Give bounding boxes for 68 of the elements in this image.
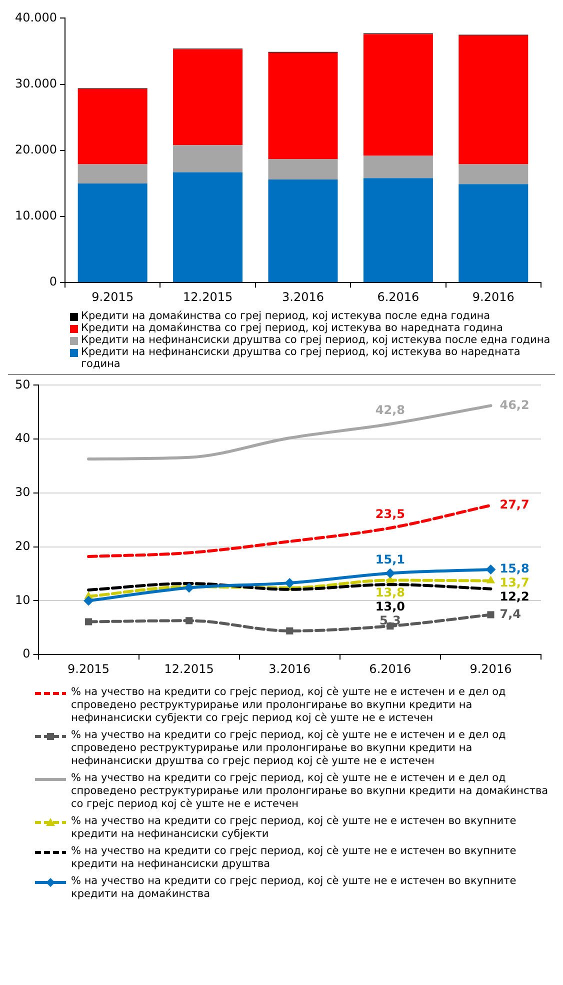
point — [284, 578, 295, 588]
y-tick-label: 0 — [22, 646, 30, 661]
point — [486, 564, 496, 574]
x-tick-label: 9.2016 — [472, 290, 514, 304]
data-label: 15,8 — [500, 562, 530, 576]
y-tick-label: 50 — [14, 377, 30, 392]
y-tick-label: 10 — [14, 592, 30, 607]
y-tick-label: 30 — [14, 485, 30, 500]
bar — [78, 164, 148, 184]
x-tick-label: 6.2016 — [377, 290, 420, 304]
bar — [458, 35, 528, 164]
data-label: 15,1 — [375, 552, 405, 566]
bar — [363, 34, 433, 156]
bar — [173, 145, 243, 172]
line-series — [87, 404, 492, 461]
x-tick-label: 9.2015 — [92, 290, 134, 304]
y-tick-label: 40.000 — [14, 10, 57, 24]
x-tick-label: 3.2016 — [282, 290, 324, 304]
legend-label: % на учество на кредити со грејс период, кој сѐ уште не е истечен во вкупните кредити на нефинансиски друштва — [71, 845, 518, 871]
y-tick-label: 0 — [49, 274, 57, 289]
x-tick-label: 6.2016 — [369, 662, 412, 676]
legend-label: Кредити на нефинансиски друштва со греј период, кој истекува после една година — [81, 334, 550, 346]
bar — [363, 156, 433, 178]
legend-label: % на учество на кредити со грејс период, кој сѐ уште не е истечен и е дел од спроведено реструктурирање или пролонгирање во вкупни кредити на нефинансиски друштва со грејс период кој сѐ уште не е истечен — [71, 729, 507, 768]
point — [184, 582, 194, 593]
legend-label: % на учество на кредити со грејс период, кој сѐ уште не е истечен во вкупните кредити на нефинансиски субјекти — [71, 815, 518, 841]
y-tick-label: 30.000 — [14, 76, 57, 90]
data-label: 23,5 — [375, 507, 405, 522]
point — [186, 617, 193, 624]
x-tick-label: 3.2016 — [268, 662, 311, 676]
bar — [268, 179, 338, 282]
data-label: 27,7 — [500, 497, 530, 512]
y-tick-label: 10.000 — [14, 208, 57, 223]
x-tick-label: 12.2015 — [164, 662, 214, 676]
y-tick-label: 20.000 — [14, 142, 57, 157]
bar — [78, 88, 148, 164]
x-tick-label: 12.2015 — [182, 290, 233, 304]
data-label: 12,2 — [500, 590, 530, 604]
x-tick-label: 9.2016 — [470, 662, 512, 676]
point — [487, 611, 494, 618]
point — [486, 576, 496, 584]
legend-label: % на учество на кредити со грејс период, кој сѐ уште не е истечен во вкупните кредити на домаќинства — [71, 875, 518, 901]
y-tick-label: 40 — [14, 431, 30, 446]
point — [85, 618, 92, 626]
data-label: 13,0 — [375, 599, 405, 614]
point — [84, 596, 94, 606]
bar — [458, 184, 528, 282]
data-label: 13,8 — [375, 585, 405, 600]
bar — [458, 164, 528, 184]
legend-label: % на учество на кредити со грејс период, кој сѐ уште не е истечен и е дел од спроведено реструктурирање или пролонгирање во вкупни кредити на домаќинства со грејс период кој сѐ уште не е истечен — [71, 772, 550, 811]
bar — [173, 172, 243, 282]
legend-label: % на учество на кредити со грејс период, кој сѐ уште не е истечен и е дел од спроведено реструктурирање или пролонгирање во вкупни кредити на нефинансиски субјекти со грејс период кој сѐ уште не е истечен — [71, 686, 507, 725]
y-tick-label: 20 — [14, 538, 30, 553]
point — [385, 568, 396, 578]
data-label: 13,7 — [500, 576, 530, 590]
x-tick-label: 9.2015 — [68, 662, 110, 676]
legend-label: Кредити на домаќинства со греј период, кој истекува во наредната година — [81, 322, 503, 334]
bar — [78, 183, 148, 282]
bar — [268, 158, 338, 180]
bar — [268, 52, 338, 159]
point — [286, 627, 294, 634]
bar — [363, 178, 433, 282]
legend-label: Кредити на домаќинства со греј период, кој истекува после една година — [81, 310, 490, 322]
data-label: 7,4 — [500, 606, 521, 621]
data-label: 46,2 — [500, 398, 530, 412]
bar — [173, 49, 243, 146]
data-label: 42,8 — [375, 403, 405, 418]
legend-label: Кредити на нефинансиски друштва со греј период, кој истекува во наредната година — [81, 346, 522, 370]
